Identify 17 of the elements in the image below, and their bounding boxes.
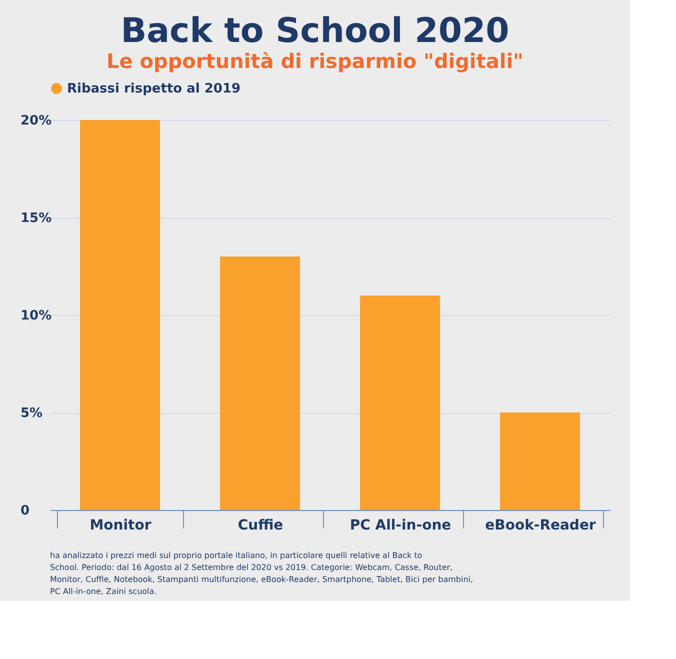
y-tick-label: 0 — [20, 504, 30, 518]
bar — [500, 412, 580, 510]
legend-label: Ribassi rispetto al 2019 — [67, 82, 241, 96]
y-tick-label: 20% — [20, 114, 52, 128]
bar — [80, 120, 160, 510]
y-tick-label: 5% — [20, 406, 43, 421]
y-tick-label: 10% — [20, 308, 52, 324]
x-tick-label: PC All-in-one — [350, 518, 452, 534]
text: ha analizzato i prezzi medi sul proprio portale italiano, in particolare quelli relative al Back to School. Periodo: dal 16 Agosto al 2 Settembre del 2020 vs 2019. Categorie: Webcam, Casse, Router, Monitor, Cuffie, Notebook, Stampanti multifunzione, eBook-Reader, Smartphone, Tablet, Bici per bambini, PC All-in-one, Zaini scuola. — [50, 551, 474, 596]
bar — [360, 296, 440, 510]
x-tick-label: eBook-Reader — [485, 518, 596, 534]
chart-title: Back to School 2020 — [120, 11, 510, 51]
bar — [220, 256, 300, 510]
chart-subtitle: Le opportunità di risparmio "digitali" — [106, 49, 524, 73]
x-tick-label: Monitor — [90, 518, 152, 534]
y-tick-label: 15% — [20, 211, 52, 226]
x-tick-label: Cuffie — [238, 518, 284, 534]
